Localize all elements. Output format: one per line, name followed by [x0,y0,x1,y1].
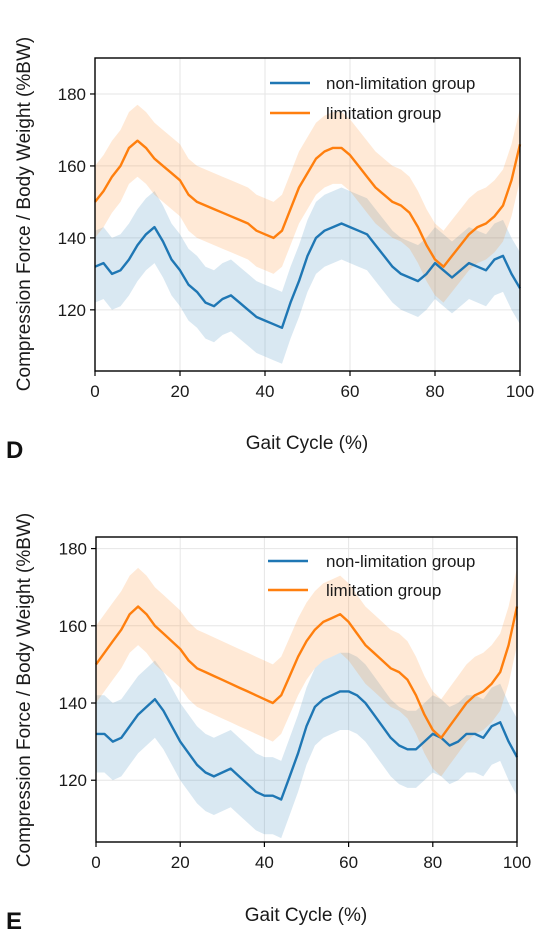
x-tick-label: 0 [90,382,99,401]
series-lines [95,605,519,801]
chart-panel-d: 0 20 40 60 80 100 120 140 160 180 non-limitation … [6,37,534,464]
x-tick-label: 0 [91,853,100,872]
confidence-bands [95,104,520,364]
legend: non-limitation group limitation group [270,74,475,123]
x-tick-label: 60 [341,382,360,401]
legend-label-limitation: limitation group [326,581,441,600]
x-tick-label: 60 [339,853,358,872]
line-limitation [95,605,519,739]
legend-label-non-limitation: non-limitation group [326,74,475,93]
y-tick-label: 140 [58,229,86,248]
band-non-limitation [95,187,520,364]
y-axis-title: Compression Force / Body Weight (%BW) [14,513,35,867]
x-axis-title: Gait Cycle (%) [246,433,368,454]
y-tick-label: 120 [59,771,87,790]
panel-label-e: E [6,908,22,935]
y-tick-label: 120 [58,301,86,320]
y-tick-label: 180 [58,85,86,104]
plot-frame [94,57,521,372]
x-tick-label: 100 [506,382,534,401]
x-tick-label: 20 [171,382,190,401]
band-limitation [96,567,517,777]
chart-panel-e: 0 20 40 60 80 100 120 140 160 180 non-limitation … [6,513,531,935]
x-tick-label: 40 [256,382,275,401]
line-non-limitation [94,222,522,329]
y-tick-label: 160 [58,157,86,176]
band-limitation [95,104,520,303]
confidence-bands [96,567,517,839]
axis-ticks: 0 20 40 60 80 100 120 140 160 180 [58,85,535,401]
y-axis-title: Compression Force / Body Weight (%BW) [14,37,35,391]
x-tick-label: 80 [426,382,445,401]
axis-ticks: 0 20 40 60 80 100 120 140 160 180 [59,540,532,872]
x-tick-label: 100 [503,853,531,872]
plot-frame [95,536,518,843]
y-tick-label: 180 [59,540,87,559]
legend: non-limitation group limitation group [268,552,475,600]
legend-label-non-limitation: non-limitation group [326,552,475,571]
band-non-limitation [96,652,517,839]
y-tick-label: 140 [59,694,87,713]
panel-label-d: D [6,437,23,464]
x-tick-label: 40 [255,853,274,872]
line-non-limitation [96,690,519,801]
x-tick-label: 80 [423,853,442,872]
legend-label-limitation: limitation group [326,104,441,123]
y-tick-label: 160 [59,617,87,636]
series-lines [94,139,522,329]
x-axis-title: Gait Cycle (%) [245,905,367,926]
x-tick-label: 20 [171,853,190,872]
line-limitation [94,139,522,268]
